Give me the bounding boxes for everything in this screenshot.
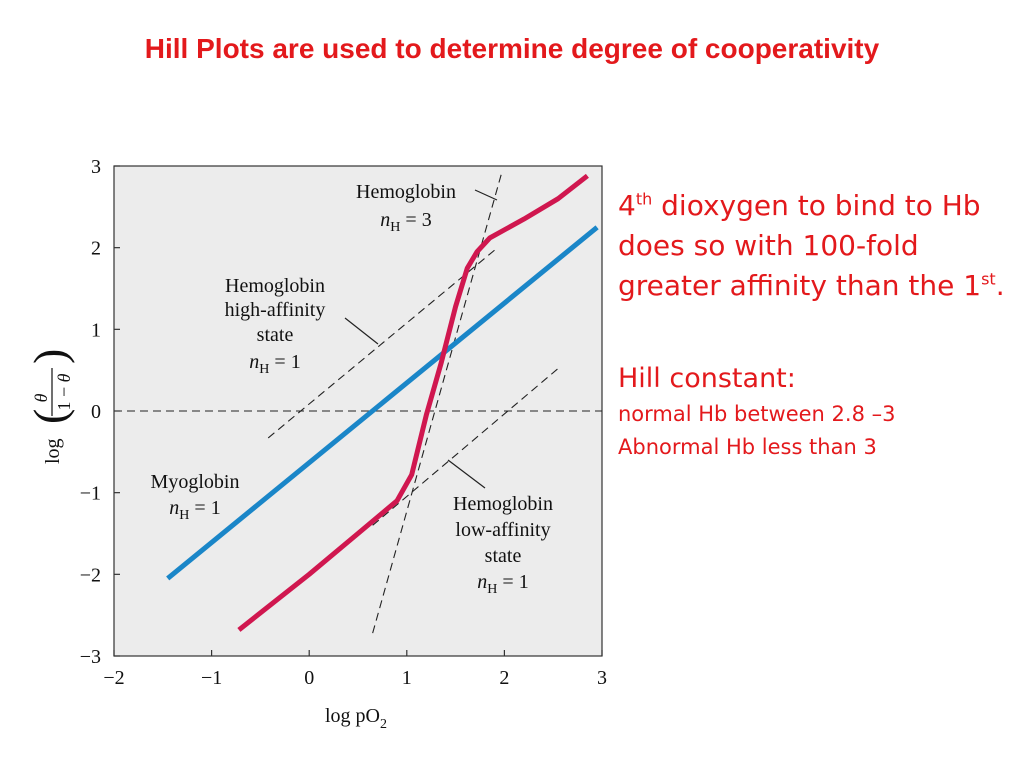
affinity-note-superscript-st: st (981, 269, 996, 289)
annotation-hemoglobin-nh3: Hemoglobin (356, 181, 456, 203)
hill-constant-normal: normal Hb between 2.8 –3 (618, 402, 896, 426)
hill-constant-abnormal: Abnormal Hb less than 3 (618, 435, 877, 459)
svg-text:): ) (24, 349, 75, 364)
annotation-high-affinity-l3: state (257, 324, 294, 346)
svg-text:1 − θ: 1 − θ (54, 373, 74, 410)
hill-constant-heading: Hill constant: (618, 363, 796, 394)
annotation-high-affinity-l2: high-affinity (225, 299, 326, 321)
reference-lines (114, 169, 602, 634)
affinity-note-end: . (995, 269, 1005, 302)
slide-title: Hill Plots are used to determine degree … (144, 33, 880, 64)
y-tick-label: 0 (91, 401, 101, 423)
annotation-low-affinity-l3: state (485, 545, 522, 567)
annotation-leaders (344, 189, 498, 489)
series-lines (166, 173, 599, 632)
annotation-line: Hemoglobin (356, 181, 456, 203)
affinity-note-superscript: th (635, 189, 653, 209)
annotation-high-affinity-l1: Hemoglobin (225, 275, 325, 297)
svg-text:(: ( (24, 409, 75, 424)
svg-text:θ: θ (31, 393, 51, 402)
annotation-myoglobin-l1: Myoglobin (151, 471, 240, 493)
affinity-note-text: dioxygen to bind to Hb does so with 100-… (618, 189, 982, 302)
y-axis: 3 2 1 0 −1 −2 −3 (80, 156, 120, 668)
series-line-myoglobin (166, 225, 599, 581)
y-tick-label: 2 (91, 238, 101, 260)
notes-panel: 4th dioxygen to bind to Hb does so with … (618, 186, 1018, 464)
x-tick-label: 2 (499, 667, 509, 689)
y-axis-label: log ( θ 1 − θ ) (24, 349, 75, 464)
x-tick-label: 1 (402, 667, 412, 689)
reference-line-low-affinity (372, 368, 559, 526)
reference-line-nH3-slope (372, 169, 503, 634)
svg-text:log: log (42, 438, 64, 464)
annotation-low-affinity-l2: low-affinity (455, 519, 550, 541)
annotation-low-affinity-l1: Hemoglobin (453, 493, 553, 515)
x-tick-label: −1 (201, 667, 222, 689)
x-tick-label: −2 (103, 667, 124, 689)
series-line-hemoglobin (237, 173, 589, 632)
affinity-note-number: 4 (618, 189, 636, 222)
plot-area (113, 165, 603, 657)
x-tick-label: 0 (304, 667, 314, 689)
annotation-nh-label: nH = 1 (249, 351, 300, 377)
reference-line-high-affinity (267, 249, 495, 439)
annotation-nh-label: nH = 3 (380, 209, 431, 235)
annotation-nh-label: nH = 1 (477, 571, 528, 597)
x-axis: −2 −1 0 1 2 3 (103, 650, 607, 689)
x-tick-label: 3 (597, 667, 607, 689)
x-axis-label: log pO2 (325, 705, 387, 732)
y-tick-label: −3 (80, 646, 101, 668)
annotation-nh-label: nH = 1 (169, 497, 220, 523)
y-tick-label: −2 (80, 564, 101, 586)
y-tick-label: 3 (91, 156, 101, 178)
affinity-note: 4th dioxygen to bind to Hb does so with … (618, 186, 1018, 306)
y-tick-label: 1 (91, 319, 101, 341)
y-tick-label: −1 (80, 483, 101, 505)
